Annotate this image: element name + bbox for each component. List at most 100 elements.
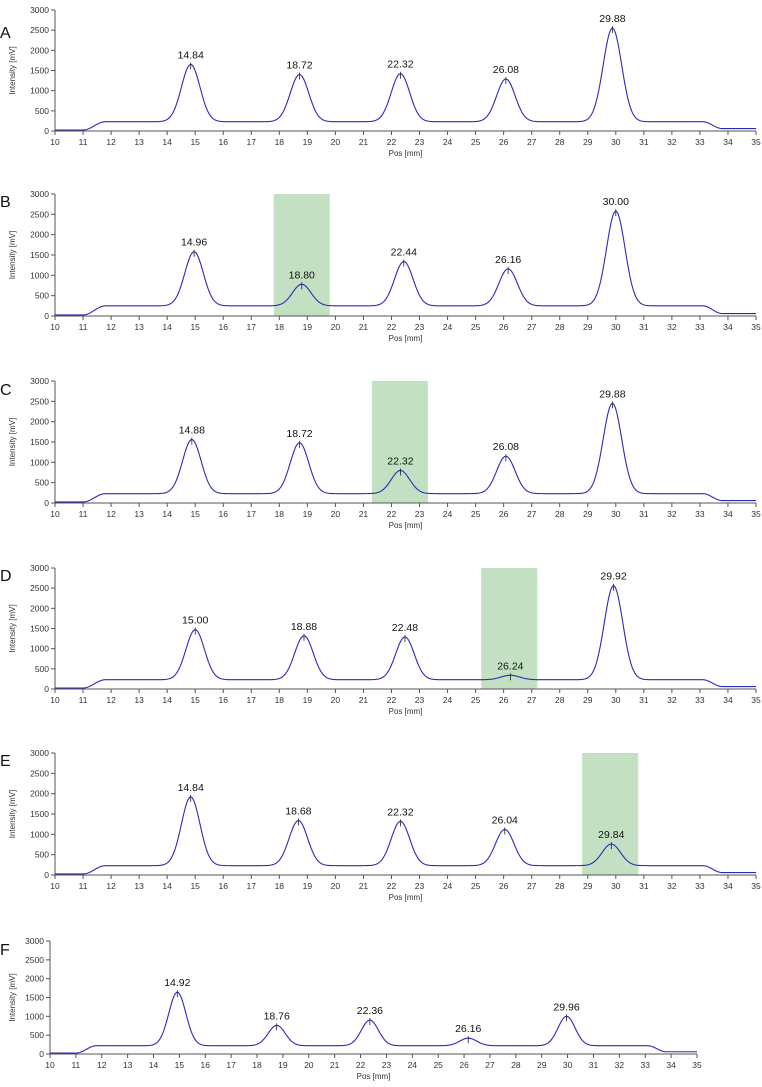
x-tick-label: 17: [247, 509, 257, 519]
x-tick-label: 21: [359, 695, 369, 705]
x-tick-label: 24: [443, 509, 453, 519]
x-tick-label: 22: [387, 695, 397, 705]
series-line: [55, 796, 756, 875]
peak-label: 29.92: [600, 571, 626, 583]
y-tick-label: 0: [44, 684, 49, 694]
x-tick-label: 19: [303, 137, 313, 147]
x-tick-label: 15: [190, 509, 200, 519]
x-tick-label: 30: [611, 509, 621, 519]
y-tick-label: 1500: [30, 66, 49, 76]
x-tick-label: 26: [499, 509, 509, 519]
peak-label: 18.72: [286, 428, 312, 440]
x-tick-label: 28: [555, 695, 565, 705]
x-tick-label: 28: [555, 322, 565, 332]
x-tick-label: 27: [527, 881, 537, 891]
x-tick-label: 28: [555, 509, 565, 519]
x-tick-label: 31: [639, 695, 649, 705]
x-tick-label: 25: [471, 322, 481, 332]
x-tick-label: 21: [359, 881, 369, 891]
x-tick-label: 11: [79, 695, 88, 705]
y-tick-label: 1500: [25, 993, 44, 1003]
x-tick-label: 12: [106, 695, 116, 705]
x-tick-label: 25: [433, 1060, 443, 1070]
x-tick-label: 15: [190, 881, 200, 891]
x-tick-label: 29: [537, 1060, 547, 1070]
x-tick-label: 33: [695, 695, 705, 705]
x-tick-label: 27: [527, 695, 537, 705]
x-axis-title: Pos [mm]: [357, 1072, 391, 1081]
chart-panel-e: E 0 500 1000 1500 2000 2500 3000 10 11 12 13 14 15 16 1…: [0, 748, 761, 902]
x-tick-label: 19: [303, 881, 313, 891]
x-tick-label: 14: [162, 509, 172, 519]
y-axis-title: Intensity [mV]: [8, 604, 17, 652]
y-tick-label: 0: [44, 870, 49, 880]
x-tick-label: 17: [247, 137, 257, 147]
x-tick-label: 34: [723, 509, 733, 519]
y-tick-label: 2500: [30, 25, 49, 35]
y-tick-label: 1000: [30, 644, 49, 654]
y-tick-label: 3000: [30, 5, 49, 15]
x-tick-label: 20: [331, 881, 341, 891]
peak-label: 29.88: [599, 13, 625, 25]
x-tick-label: 29: [583, 881, 593, 891]
x-tick-label: 28: [555, 881, 565, 891]
peak-label: 14.92: [164, 977, 190, 989]
peak-label: 22.32: [387, 59, 413, 71]
peak-label: 26.16: [455, 1023, 481, 1035]
y-tick-label: 2000: [25, 974, 44, 984]
x-tick-label: 13: [123, 1060, 133, 1070]
y-axis-title: Intensity [mV]: [8, 973, 17, 1021]
x-tick-label: 23: [415, 322, 425, 332]
y-tick-label: 0: [44, 311, 49, 321]
x-tick-label: 18: [275, 881, 285, 891]
x-tick-label: 17: [247, 695, 257, 705]
x-tick-label: 22: [387, 881, 397, 891]
x-tick-label: 26: [499, 881, 509, 891]
x-tick-label: 15: [175, 1060, 185, 1070]
x-tick-label: 29: [583, 322, 593, 332]
x-tick-label: 19: [278, 1060, 288, 1070]
y-tick-label: 1000: [30, 86, 49, 96]
x-tick-label: 24: [443, 695, 453, 705]
x-tick-label: 16: [201, 1060, 211, 1070]
x-tick-label: 31: [589, 1060, 599, 1070]
x-tick-label: 31: [639, 509, 649, 519]
x-tick-label: 30: [563, 1060, 573, 1070]
x-tick-label: 10: [45, 1060, 55, 1070]
x-tick-label: 34: [723, 137, 733, 147]
x-tick-label: 21: [359, 137, 369, 147]
x-tick-label: 22: [387, 322, 397, 332]
highlight-region: [273, 194, 330, 316]
x-tick-label: 33: [695, 881, 705, 891]
x-tick-label: 20: [331, 509, 341, 519]
y-axis-title: Intensity [mV]: [8, 46, 17, 94]
x-tick-label: 12: [106, 322, 116, 332]
x-tick-label: 10: [50, 509, 60, 519]
peak-label: 18.80: [289, 269, 315, 281]
x-tick-label: 11: [79, 322, 88, 332]
y-tick-label: 2000: [30, 45, 49, 55]
y-tick-label: 1500: [30, 250, 49, 260]
y-tick-label: 3000: [30, 748, 49, 758]
chart-panel-b: B 0 500 1000 1500 2000 2500 3000 10 11 12 13 14 15 16 1…: [0, 189, 761, 343]
x-axis-title: Pos [mm]: [389, 149, 423, 158]
peak-label: 22.32: [387, 455, 413, 467]
peak-label: 29.96: [553, 1001, 579, 1013]
x-tick-label: 14: [162, 137, 172, 147]
x-tick-label: 30: [611, 881, 621, 891]
peak-label: 15.00: [182, 615, 208, 627]
x-tick-label: 35: [751, 322, 761, 332]
y-tick-label: 500: [30, 1030, 44, 1040]
x-tick-label: 13: [134, 322, 144, 332]
x-tick-label: 35: [751, 137, 761, 147]
peak-label: 22.36: [357, 1005, 383, 1017]
y-tick-label: 500: [35, 850, 49, 860]
y-tick-label: 3000: [25, 936, 44, 946]
x-tick-label: 16: [219, 137, 229, 147]
x-tick-label: 31: [639, 322, 649, 332]
x-tick-label: 10: [50, 881, 60, 891]
x-tick-label: 28: [555, 137, 565, 147]
y-tick-label: 1500: [30, 809, 49, 819]
x-tick-label: 18: [275, 322, 285, 332]
x-tick-label: 32: [667, 322, 677, 332]
